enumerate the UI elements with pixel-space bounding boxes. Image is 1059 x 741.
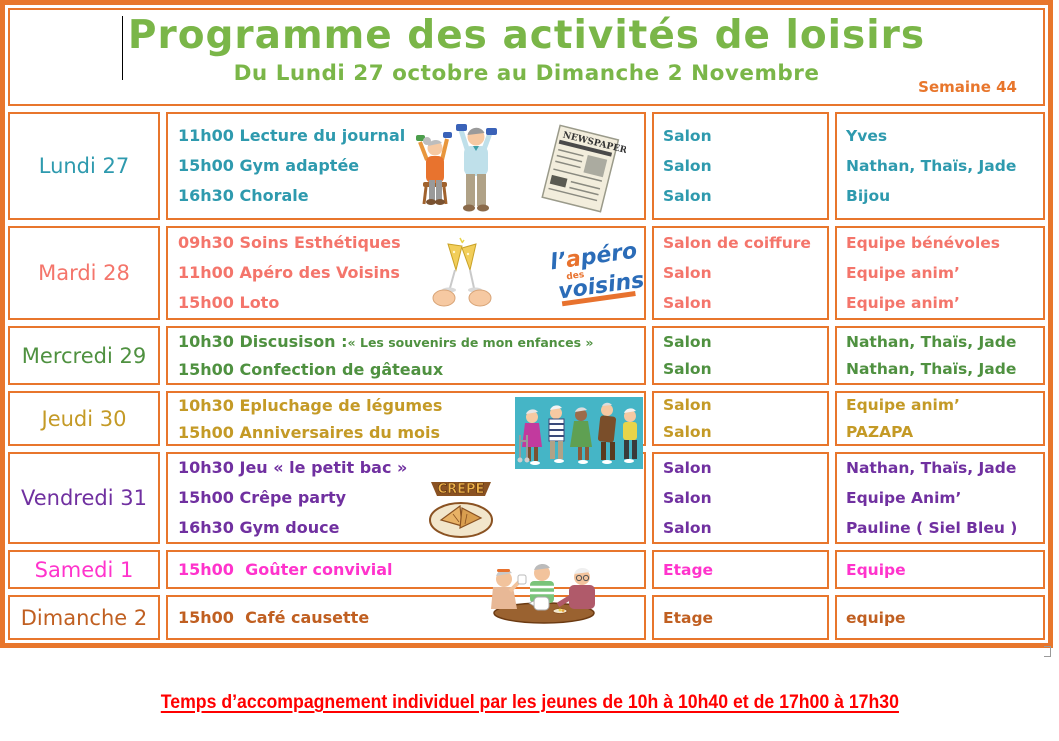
crepe-badge-text: CREPE (438, 482, 485, 497)
header-cell: Programme des activités de loisirs Du Lu… (8, 8, 1045, 106)
activity-note: « Les souvenirs de mon enfances » (347, 335, 594, 350)
people-line: Nathan, Thaïs, Jade (846, 157, 1017, 175)
apero-des-voisins-logo: l’apéro des voisins (549, 239, 646, 307)
day-label: Samedi 1 (34, 557, 134, 582)
program-table-frame: Programme des activités de loisirs Du Lu… (0, 0, 1053, 648)
day-label: Dimanche 2 (20, 605, 148, 630)
footer-note: Temps d’accompagnement individuel par le… (160, 692, 899, 713)
people-line: Equipe bénévoles (846, 234, 1000, 252)
activity-line: 15h00 Confection de gâteaux (178, 360, 444, 379)
people-cell-mercredi: Nathan, Thaïs, Jade Nathan, Thaïs, Jade (835, 326, 1045, 385)
activity-line: 15h00 Gym adaptée (178, 156, 360, 175)
locations-cell-vendredi: Salon Salon Salon (652, 452, 829, 544)
day-label: Mercredi 29 (21, 343, 147, 368)
people-line: Equipe anim’ (846, 294, 960, 312)
people-line: Yves (846, 127, 888, 145)
location-line: Salon (663, 459, 712, 477)
activity-line: 10h30 Epluchage de légumes (178, 395, 443, 415)
day-cell-jeudi: Jeudi 30 (8, 391, 160, 446)
day-cell-samedi: Samedi 1 (8, 550, 160, 589)
date-range: Du Lundi 27 octobre au Dimanche 2 Novemb… (233, 60, 820, 86)
activity-line: 11h00 Lecture du journal (178, 126, 406, 145)
location-line: Etage (663, 608, 714, 627)
champagne-toast-illustration (432, 237, 492, 307)
people-line: Bijou (846, 187, 891, 205)
coffee-chat-illustration (491, 563, 595, 624)
activities-cell-lundi: 11h00 Lecture du journal 15h00 Gym adapt… (166, 112, 646, 220)
people-cell-samedi: Equipe (835, 550, 1045, 589)
location-line: Salon de coiffure (663, 234, 811, 252)
people-cell-vendredi: Nathan, Thaïs, Jade Equipe Anim’ Pauline… (835, 452, 1045, 544)
people-cell-mardi: Equipe bénévoles Equipe anim’ Equipe ani… (835, 226, 1045, 320)
activities-cell-mardi: 09h30 Soins Esthétiques 11h00 Apéro des … (166, 226, 646, 320)
locations-cell-mercredi: Salon Salon (652, 326, 829, 385)
locations-cell-lundi: Salon Salon Salon (652, 112, 829, 220)
locations-cell-dimanche: Etage (652, 595, 829, 640)
location-line: Salon (663, 187, 712, 205)
location-line: Etage (663, 560, 714, 579)
day-label: Vendredi 31 (21, 486, 147, 510)
activity-line: 10h30 Discusison :« Les souvenirs de mon… (178, 332, 594, 351)
people-cell-lundi: Yves Nathan, Thaïs, Jade Bijou (835, 112, 1045, 220)
program-table: Programme des activités de loisirs Du Lu… (5, 5, 1048, 643)
activity-line: 16h30 Chorale (178, 186, 309, 205)
people-cell-jeudi: Equipe anim’ PAZAPA (835, 391, 1045, 446)
people-line: Nathan, Thaïs, Jade (846, 359, 1017, 378)
location-line: Salon (663, 127, 712, 145)
people-line: Nathan, Thaïs, Jade (846, 459, 1017, 477)
day-cell-vendredi: Vendredi 31 (8, 452, 160, 544)
activity-line: 09h30 Soins Esthétiques (178, 233, 401, 252)
activity-line: 15h00 Goûter convivial (178, 559, 393, 579)
day-label: Jeudi 30 (41, 406, 127, 431)
location-line: Salon (663, 294, 712, 312)
people-line: Equipe anim’ (846, 395, 960, 414)
location-line: Salon (663, 519, 712, 537)
crepe-badge-illustration: CREPE (429, 482, 493, 538)
locations-cell-samedi: Etage (652, 550, 829, 589)
people-line: Pauline ( Siel Bleu ) (846, 519, 1018, 537)
people-line: Equipe (846, 560, 906, 579)
locations-cell-mardi: Salon de coiffure Salon Salon (652, 226, 829, 320)
locations-cell-jeudi: Salon Salon (652, 391, 829, 446)
people-cell-dimanche: equipe (835, 595, 1045, 640)
day-cell-mercredi: Mercredi 29 (8, 326, 160, 385)
newspaper-illustration: NEWSPAPER (541, 124, 626, 213)
apero-logo-des: des (566, 270, 585, 282)
location-line: Salon (663, 422, 712, 441)
activities-cell-samedi: 15h00 Goûter convivial (166, 550, 646, 624)
location-line: Salon (663, 489, 712, 507)
seniors-gym-illustration (416, 124, 497, 212)
activities-cell-jeudi: 10h30 Epluchage de légumes 15h00 Anniver… (166, 391, 646, 469)
location-line: Salon (663, 395, 712, 414)
activity-line: 16h30 Gym douce (178, 518, 340, 537)
seniors-dancing-illustration (515, 397, 643, 469)
text-cursor (122, 16, 123, 80)
activities-cell-mercredi: 10h30 Discusison :« Les souvenirs de mon… (166, 326, 646, 385)
people-line: equipe (846, 608, 906, 627)
day-cell-dimanche: Dimanche 2 (8, 595, 160, 640)
day-label: Mardi 28 (38, 261, 130, 285)
activity-line: 15h00 Crêpe party (178, 488, 347, 507)
activity-line: 11h00 Apéro des Voisins (178, 263, 400, 282)
day-label: Lundi 27 (38, 154, 130, 178)
activity-line: 15h00 Café causette (178, 607, 370, 627)
activity-line: 10h30 Jeu « le petit bac » (178, 458, 408, 477)
location-line: Salon (663, 359, 712, 378)
activity-line: 15h00 Anniversaires du mois (178, 422, 441, 442)
location-line: Salon (663, 157, 712, 175)
week-number: Semaine 44 (918, 78, 1017, 96)
people-line: PAZAPA (846, 422, 914, 441)
people-line: Equipe Anim’ (846, 489, 962, 507)
apero-logo-text: l’ (549, 248, 568, 275)
location-line: Salon (663, 264, 712, 282)
day-cell-mardi: Mardi 28 (8, 226, 160, 320)
people-line: Equipe anim’ (846, 264, 960, 282)
location-line: Salon (663, 332, 712, 351)
table-resize-handle[interactable] (1044, 646, 1051, 657)
day-cell-lundi: Lundi 27 (8, 112, 160, 220)
activity-line: 15h00 Loto (178, 293, 280, 312)
people-line: Nathan, Thaïs, Jade (846, 332, 1017, 351)
page-title: Programme des activités de loisirs (127, 13, 926, 58)
